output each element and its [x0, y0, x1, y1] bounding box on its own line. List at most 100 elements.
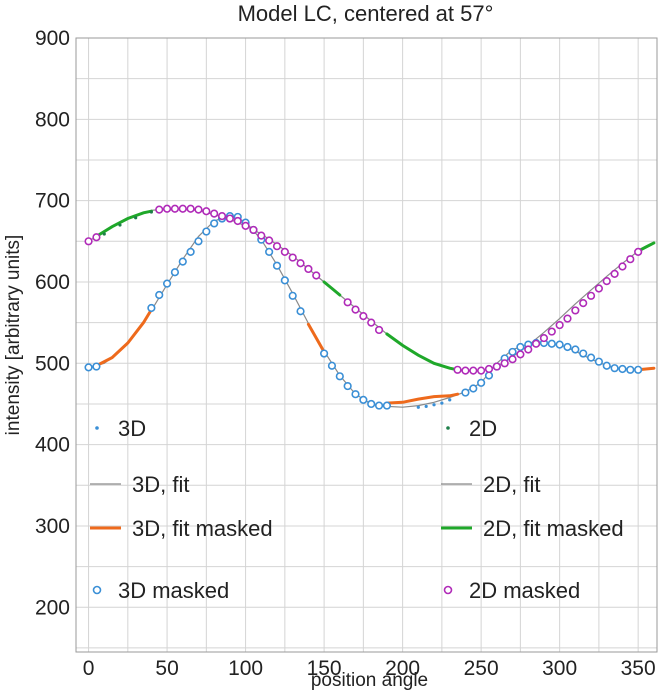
data-point [453, 365, 462, 374]
masked-fit-segment [94, 209, 153, 238]
data-point [469, 384, 478, 393]
data-point [351, 390, 360, 399]
x-axis-label: position angle [311, 670, 428, 691]
legend-entry: 3D masked [92, 578, 229, 603]
data-point [586, 353, 596, 362]
data-point [500, 359, 509, 368]
data-point [210, 219, 219, 228]
data-point [343, 381, 352, 391]
data-point [594, 357, 604, 366]
data-point [579, 349, 588, 358]
legend-swatch [446, 426, 450, 430]
markers [84, 204, 643, 410]
data-point [508, 347, 517, 357]
data-point [424, 404, 428, 408]
data-point [312, 271, 321, 280]
masked-fit-segment [94, 308, 153, 368]
data-point [484, 371, 494, 380]
data-point [265, 236, 274, 245]
legend-label: 2D, fit [483, 472, 540, 497]
data-point [359, 395, 368, 404]
masked-fit-segment [306, 322, 326, 354]
data-point [626, 365, 635, 374]
data-point [492, 362, 501, 371]
data-point [571, 345, 580, 354]
data-point [233, 216, 242, 226]
x-tick-label: 100 [228, 657, 263, 680]
data-point [288, 291, 297, 300]
legend-label: 3D masked [118, 578, 229, 603]
data-point [170, 204, 180, 213]
data-point [162, 279, 172, 288]
data-point [508, 355, 517, 364]
x-tick-label: 150 [307, 657, 342, 680]
data-point [461, 366, 470, 375]
data-point [147, 303, 156, 313]
data-point [432, 403, 436, 407]
data-point [178, 257, 187, 266]
y-tick-label: 800 [35, 108, 70, 131]
data-point [202, 227, 211, 236]
x-tick-label: 350 [621, 657, 656, 680]
x-tick-label: 300 [542, 657, 577, 680]
data-point [304, 264, 313, 274]
legend-entry: 3D [95, 416, 146, 441]
legend-entry: 3D, fit [90, 472, 189, 497]
data-point [84, 363, 93, 372]
data-point [149, 210, 153, 214]
data-point [194, 237, 203, 246]
data-point [102, 232, 106, 236]
data-point [367, 318, 376, 327]
y-tick-label: 700 [35, 190, 70, 213]
data-point [272, 261, 282, 270]
data-point [469, 366, 478, 375]
x-tick-label: 250 [464, 657, 499, 680]
legend-label: 2D, fit masked [483, 516, 624, 541]
data-point [539, 333, 549, 343]
legend-label: 3D, fit masked [132, 516, 273, 541]
y-tick-label: 200 [35, 596, 70, 619]
data-point [84, 237, 93, 246]
data-point [602, 277, 611, 286]
data-point [265, 247, 274, 256]
data-point [327, 361, 337, 370]
y-axis-label: intensity [arbitrary units] [3, 235, 24, 436]
data-point [618, 364, 627, 374]
y-tick-label: 900 [35, 27, 70, 50]
legend-label: 3D [118, 416, 146, 441]
data-point [343, 298, 352, 307]
data-point [555, 320, 564, 330]
data-point [634, 365, 643, 374]
data-point [461, 388, 470, 397]
data-point [602, 361, 611, 370]
data-point [524, 345, 533, 354]
y-tick-label: 500 [35, 352, 70, 375]
data-point [210, 209, 219, 218]
data-point [296, 307, 305, 316]
data-point [563, 342, 572, 352]
chart-title: Model LC, centered at 57° [238, 1, 494, 26]
data-point [257, 231, 266, 240]
plot-frame [75, 37, 658, 653]
series-line [88, 214, 654, 408]
data-point [586, 291, 596, 300]
data-point [440, 401, 444, 405]
data-point [547, 327, 556, 336]
data-point [477, 378, 486, 387]
data-point [92, 233, 101, 242]
data-point [241, 221, 250, 230]
data-point [634, 247, 643, 256]
legend-swatch [92, 585, 102, 595]
data-point [155, 205, 164, 214]
data-point [118, 223, 122, 227]
data-point [367, 399, 376, 409]
data-point [618, 262, 627, 271]
data-point [610, 269, 619, 278]
data-point [134, 216, 138, 220]
legend-swatch [443, 585, 453, 595]
y-tick-labels: 200 300 400 500 600 700 800 900 [35, 27, 70, 619]
x-tick-label: 0 [83, 657, 95, 680]
data-point [477, 366, 486, 375]
